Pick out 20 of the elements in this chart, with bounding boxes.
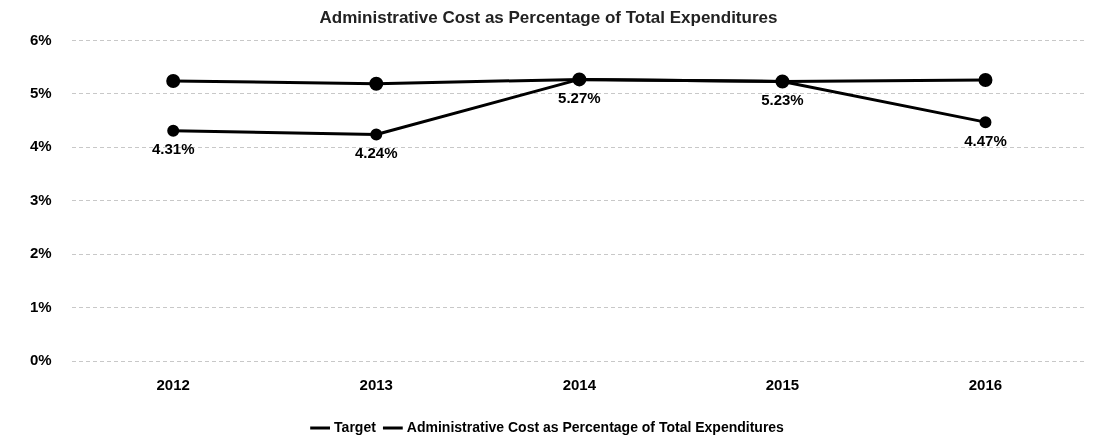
y-tick-label: 3% xyxy=(29,190,52,208)
y-tick-label: 0% xyxy=(29,351,52,369)
x-tick-label: 2014 xyxy=(562,376,597,394)
data-label: 5.23% xyxy=(761,91,804,109)
y-tick-label: 5% xyxy=(29,83,52,101)
x-tick-label: 2012 xyxy=(156,376,190,394)
legend-label: Administrative Cost as Percentage of Total Expenditures xyxy=(406,418,785,435)
data-label: 4.24% xyxy=(355,144,398,162)
y-tick-label: 4% xyxy=(29,137,52,155)
data-label: 4.31% xyxy=(151,140,195,158)
data-label: 4.47% xyxy=(964,131,1007,149)
data-label: 5.27% xyxy=(558,89,601,107)
x-tick-label: 2015 xyxy=(765,376,800,394)
x-tick-label: 2016 xyxy=(968,376,1003,394)
y-tick-label: 6% xyxy=(29,30,52,48)
y-tick-label: 1% xyxy=(29,297,52,315)
x-tick-label: 2013 xyxy=(359,376,393,394)
legend-label: Target xyxy=(334,418,377,435)
chart-title: Administrative Cost as Percentage of Total Expenditures xyxy=(319,7,778,27)
y-tick-label: 2% xyxy=(29,244,52,262)
